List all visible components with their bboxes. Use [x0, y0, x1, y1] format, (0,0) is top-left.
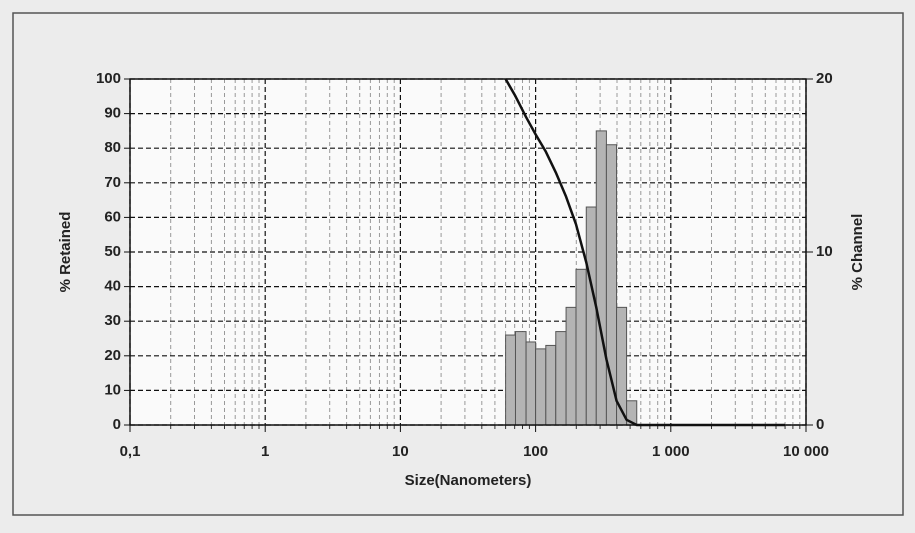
plot-border: [129, 78, 807, 426]
y-tick-label: 50: [104, 243, 121, 260]
y-tick-label: 90: [104, 105, 121, 122]
y-tick-label: 60: [104, 208, 121, 225]
bar: [514, 331, 527, 426]
y2-tick-label: 10: [816, 243, 833, 260]
y2-tick-label: 0: [816, 416, 824, 433]
y2-axis-label: % Channel: [849, 214, 866, 291]
x-tick-label: 1 000: [652, 443, 690, 460]
y-tick-label: 100: [96, 70, 121, 87]
y2-tick-label: 20: [816, 70, 833, 87]
y-tick-label: 40: [104, 278, 121, 295]
bar: [505, 334, 516, 426]
bar: [585, 206, 597, 426]
x-tick-label: 0,1: [120, 443, 141, 460]
bar: [595, 130, 607, 426]
line: [504, 78, 786, 427]
bar: [525, 341, 537, 426]
bar: [535, 348, 547, 426]
bar: [565, 306, 577, 426]
bar: [575, 268, 587, 426]
x-axis-label: Size(Nanometers): [405, 472, 532, 489]
frame: [12, 12, 904, 516]
x-tick-label: 100: [523, 443, 548, 460]
x-tick-label: 1: [261, 443, 269, 460]
y-tick-label: 80: [104, 139, 121, 156]
y-tick-label: 30: [104, 312, 121, 329]
y-tick-label: 70: [104, 174, 121, 191]
x-tick-label: 10 000: [783, 443, 829, 460]
y-tick-label: 20: [104, 347, 121, 364]
x-tick-label: 10: [392, 443, 409, 460]
bar: [545, 344, 557, 426]
bar: [616, 306, 628, 426]
y-tick-label: 10: [104, 381, 121, 398]
bar: [555, 331, 567, 426]
y-axis-label: % Retained: [57, 212, 74, 293]
y-tick-label: 0: [113, 416, 121, 433]
